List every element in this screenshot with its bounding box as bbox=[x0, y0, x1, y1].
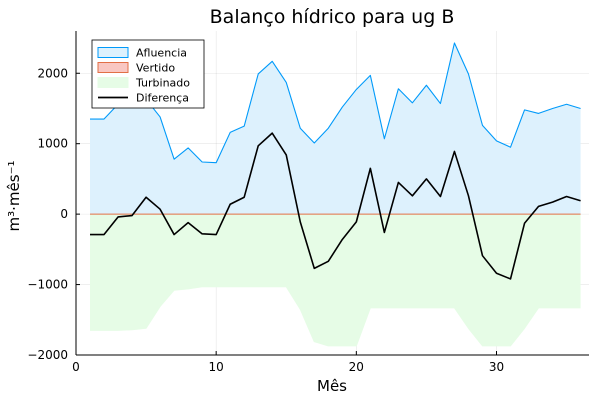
y-tick-label: −2000 bbox=[27, 348, 68, 362]
x-tick-label: 0 bbox=[72, 360, 80, 374]
legend-label-afluencia: Afluencia bbox=[136, 47, 187, 60]
axes bbox=[75, 31, 589, 356]
area-fills bbox=[90, 42, 581, 346]
y-tick-label: 0 bbox=[60, 207, 68, 221]
area-turbinado bbox=[90, 214, 581, 346]
x-tick-label: 20 bbox=[349, 360, 364, 374]
y-tick-label: 1000 bbox=[37, 137, 68, 151]
line-afluencia bbox=[90, 42, 581, 164]
legend-swatch-afluencia bbox=[97, 47, 129, 58]
y-tick-label: 2000 bbox=[37, 66, 68, 80]
chart-title: Balanço hídrico para ug B bbox=[210, 6, 455, 28]
y-tick-label: −1000 bbox=[27, 278, 68, 292]
series-lines bbox=[90, 42, 581, 347]
legend: Afluencia Vertido Turbinado Diferença bbox=[91, 39, 205, 109]
legend-swatch-vertido bbox=[97, 62, 129, 73]
tick-labels: 0 10 20 30 −2000 −1000 0 1000 2000 bbox=[27, 66, 504, 374]
legend-label-diferença: Diferença bbox=[136, 92, 189, 105]
legend-label-turbinado: Turbinado bbox=[135, 77, 190, 90]
x-tick-label: 30 bbox=[489, 360, 504, 374]
legend-label-vertido: Vertido bbox=[136, 62, 175, 75]
legend-swatch-turbinado bbox=[97, 77, 129, 88]
x-axis-label: Mês bbox=[317, 377, 347, 395]
y-axis-label: m³⋅mês⁻¹ bbox=[5, 161, 23, 232]
x-tick-label: 10 bbox=[209, 360, 224, 374]
line-diferença bbox=[90, 132, 581, 280]
area-afluencia bbox=[90, 42, 581, 215]
line-turbinado bbox=[90, 286, 581, 347]
